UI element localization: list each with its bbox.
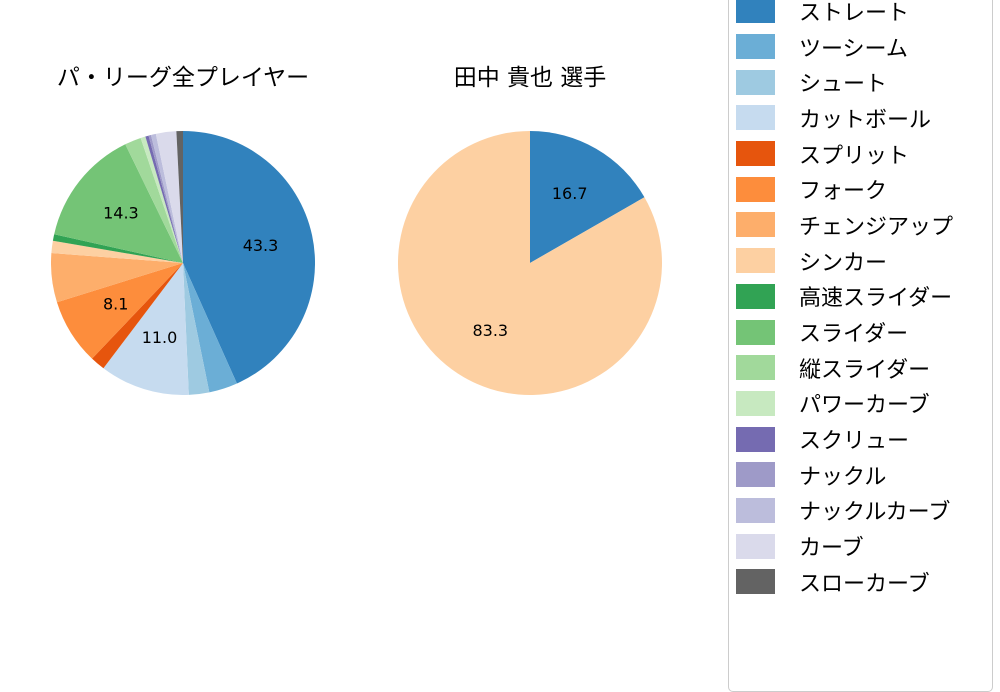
pie-value-label-スライダー: 14.3 — [103, 203, 139, 222]
pie-slice-フォーク — [56, 263, 183, 359]
legend-item-チェンジアップ: チェンジアップ — [736, 207, 992, 243]
legend-label: スライダー — [799, 322, 909, 348]
league-chart: パ・リーグ全プレイヤー 43.3 11.0 8.1 14.3 — [51, 64, 315, 395]
player-chart-title: 田中 貴也 選手 — [453, 65, 607, 91]
pie-value-label-ストレート: 16.7 — [552, 184, 588, 203]
legend-item-カットボール: カットボール — [736, 100, 992, 136]
pie-value-label-カットボール: 11.0 — [142, 328, 178, 347]
player-chart: 田中 貴也 選手 16.7 83.3 — [398, 64, 662, 395]
legend-item-スクリュー: スクリュー — [736, 421, 992, 457]
legend-color-swatch — [736, 176, 775, 202]
legend-item-ツーシーム: ツーシーム — [736, 29, 992, 65]
legend-color-swatch — [736, 497, 775, 523]
pie-slice-カットボール — [103, 263, 189, 395]
legend-label: カーブ — [799, 536, 864, 562]
pie-slice-スクリュー — [145, 135, 183, 263]
pie-slice-高速スライダー — [52, 234, 183, 263]
legend-item-スローカーブ: スローカーブ — [736, 564, 992, 600]
legend-item-ナックル: ナックル — [736, 457, 992, 493]
legend-label: スプリット — [799, 143, 910, 169]
legend-color-swatch — [736, 426, 775, 452]
pie-slice-シンカー — [398, 131, 662, 395]
pie-value-label-フォーク: 8.1 — [103, 294, 128, 313]
legend-item-スライダー: スライダー — [736, 314, 992, 350]
pie-value-label-ストレート: 43.3 — [243, 236, 279, 255]
pie-slice-スライダー — [54, 144, 184, 263]
legend-color-swatch — [736, 319, 775, 345]
pie-slice-ツーシーム — [183, 263, 237, 393]
legend-item-スプリット: スプリット — [736, 136, 992, 172]
legend-color-swatch — [736, 462, 775, 488]
legend-item-ストレート: ストレート — [736, 0, 992, 29]
pie-slice-ストレート — [183, 131, 315, 384]
pie-value-label-シンカー: 83.3 — [472, 321, 508, 340]
legend-color-swatch — [736, 212, 775, 238]
legend-label: ツーシーム — [799, 36, 908, 62]
legend-label: カットボール — [799, 107, 932, 133]
legend-item-フォーク: フォーク — [736, 171, 992, 207]
legend-label: ナックルカーブ — [799, 500, 951, 526]
pie-slice-パワーカーブ — [140, 136, 183, 263]
legend-item-ナックルカーブ: ナックルカーブ — [736, 493, 992, 529]
legend-color-swatch — [736, 105, 775, 131]
legend-item-カーブ: カーブ — [736, 528, 992, 564]
legend-label: 高速スライダー — [799, 286, 953, 312]
legend-label: パワーカーブ — [799, 393, 930, 419]
league-pie-chart: 43.3 11.0 8.1 14.3 — [51, 131, 315, 395]
legend-color-swatch — [736, 69, 775, 95]
legend-item-シュート: シュート — [736, 64, 992, 100]
pie-slice-シュート — [183, 263, 210, 395]
pie-slice-縦スライダー — [125, 137, 183, 263]
legend-color-swatch — [736, 355, 775, 381]
legend-label: フォーク — [799, 179, 888, 205]
legend-label: シンカー — [799, 250, 888, 276]
pie-slice-ストレート — [530, 131, 645, 263]
legend-color-swatch — [736, 569, 775, 595]
legend-item-縦スライダー: 縦スライダー — [736, 350, 992, 386]
legend-item-シンカー: シンカー — [736, 243, 992, 279]
legend-color-swatch — [736, 533, 775, 559]
pie-slice-スローカーブ — [176, 131, 183, 263]
pie-slice-ナックルカーブ — [150, 133, 183, 263]
legend-color-swatch — [736, 390, 775, 416]
legend-label: スローカーブ — [799, 571, 930, 597]
pie-slice-カーブ — [155, 131, 183, 263]
legend-color-swatch — [736, 283, 775, 309]
legend-label: ストレート — [799, 0, 910, 26]
legend: ストレートツーシームシュートカットボール スプリットフォークチェンジアップ シンカー… — [728, 0, 993, 692]
pie-slice-ナックル — [148, 134, 183, 263]
legend-color-swatch — [736, 34, 775, 60]
legend-label: シュート — [799, 72, 888, 98]
legend-color-swatch — [736, 248, 775, 274]
legend-item-パワーカーブ: パワーカーブ — [736, 386, 992, 422]
legend-label: チェンジアップ — [799, 214, 954, 240]
legend-label: 縦スライダー — [799, 357, 931, 383]
pie-slice-スプリット — [92, 263, 183, 369]
legend-color-swatch — [736, 0, 775, 24]
player-pie-chart: 16.7 83.3 — [398, 131, 662, 395]
league-chart-title: パ・リーグ全プレイヤー — [56, 65, 310, 91]
pie-slice-シンカー — [51, 240, 183, 263]
legend-label: ナックル — [799, 464, 887, 490]
legend-item-高速スライダー: 高速スライダー — [736, 279, 992, 315]
pie-slice-チェンジアップ — [51, 253, 183, 303]
legend-label: スクリュー — [799, 429, 910, 455]
legend-color-swatch — [736, 141, 775, 167]
